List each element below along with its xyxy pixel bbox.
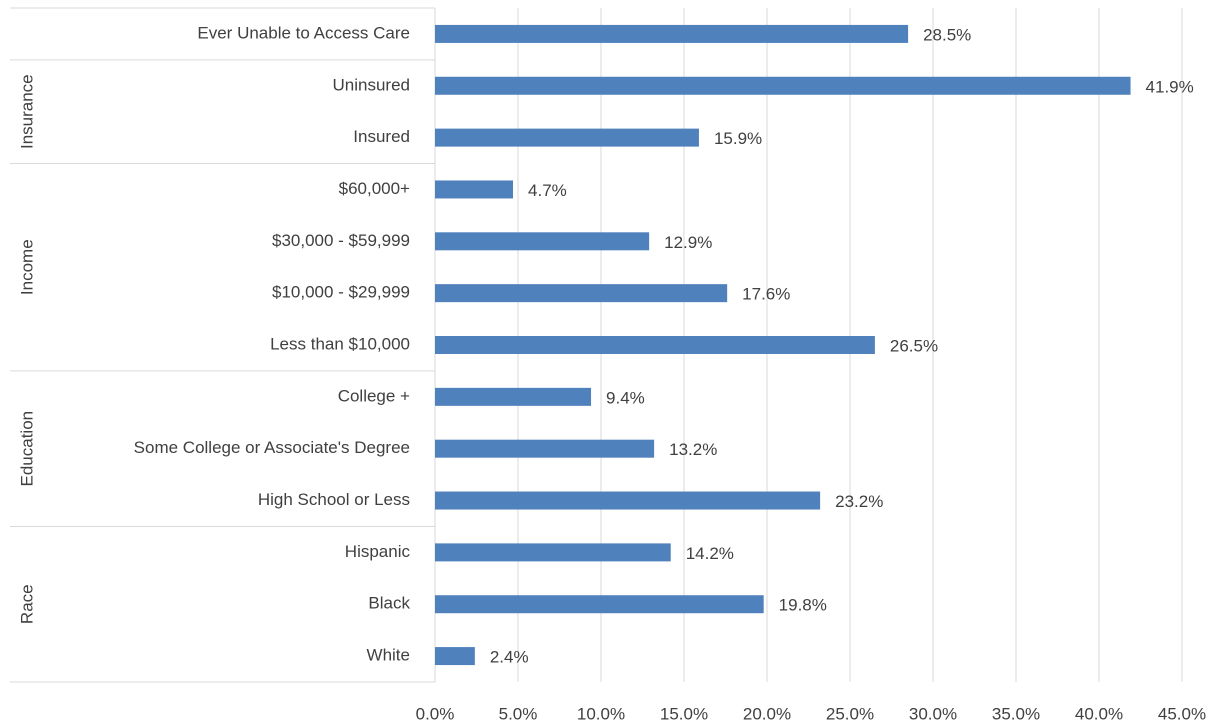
y-tick-label: College +: [338, 386, 410, 405]
value-label: 15.9%: [714, 129, 762, 148]
value-label: 41.9%: [1146, 77, 1194, 96]
value-label: 13.2%: [669, 440, 717, 459]
y-tick-label: Less than $10,000: [270, 334, 410, 353]
value-label: 17.6%: [742, 285, 790, 304]
y-tick-label: Ever Unable to Access Care: [197, 23, 410, 42]
value-label: 19.8%: [779, 596, 827, 615]
y-tick-label: Uninsured: [333, 75, 411, 94]
x-tick-label: 20.0%: [743, 704, 791, 723]
x-tick-label: 35.0%: [992, 704, 1040, 723]
x-tick-label: 40.0%: [1075, 704, 1123, 723]
value-label: 12.9%: [664, 233, 712, 252]
bar: [435, 491, 821, 510]
group-label: Income: [17, 239, 36, 295]
bar: [435, 595, 764, 614]
y-tick-label: $60,000+: [339, 179, 410, 198]
value-label: 2.4%: [490, 648, 529, 667]
bar: [435, 128, 699, 147]
bar: [435, 232, 650, 251]
bar: [435, 647, 475, 666]
bar: [435, 387, 592, 406]
bar: [435, 543, 671, 562]
bar: [435, 439, 655, 458]
y-tick-label: Insured: [353, 127, 410, 146]
group-label: Race: [17, 584, 36, 624]
bar: [435, 284, 728, 303]
x-tick-label: 5.0%: [499, 704, 538, 723]
x-tick-label: 0.0%: [416, 704, 455, 723]
value-label: 4.7%: [528, 181, 567, 200]
bar: [435, 24, 909, 43]
y-tick-label: High School or Less: [258, 490, 410, 509]
value-label: 23.2%: [835, 492, 883, 511]
value-label: 14.2%: [686, 544, 734, 563]
group-label: Education: [17, 411, 36, 487]
bar: [435, 76, 1131, 95]
y-tick-label: $30,000 - $59,999: [272, 231, 410, 250]
y-tick-label: $10,000 - $29,999: [272, 283, 410, 302]
x-tick-label: 15.0%: [660, 704, 708, 723]
x-tick-label: 45.0%: [1158, 704, 1206, 723]
bar: [435, 336, 875, 354]
bar: [435, 180, 514, 199]
x-tick-label: 30.0%: [909, 704, 957, 723]
y-tick-label: Black: [368, 594, 410, 613]
value-label: 9.4%: [606, 388, 645, 407]
y-tick-label: Hispanic: [345, 542, 411, 561]
y-tick-label: Some College or Associate's Degree: [134, 438, 410, 457]
x-tick-label: 10.0%: [577, 704, 625, 723]
group-label: Insurance: [17, 74, 36, 149]
value-label: 26.5%: [890, 336, 938, 355]
x-tick-label: 25.0%: [826, 704, 874, 723]
y-tick-label: White: [367, 646, 410, 665]
value-label: 28.5%: [923, 25, 971, 44]
